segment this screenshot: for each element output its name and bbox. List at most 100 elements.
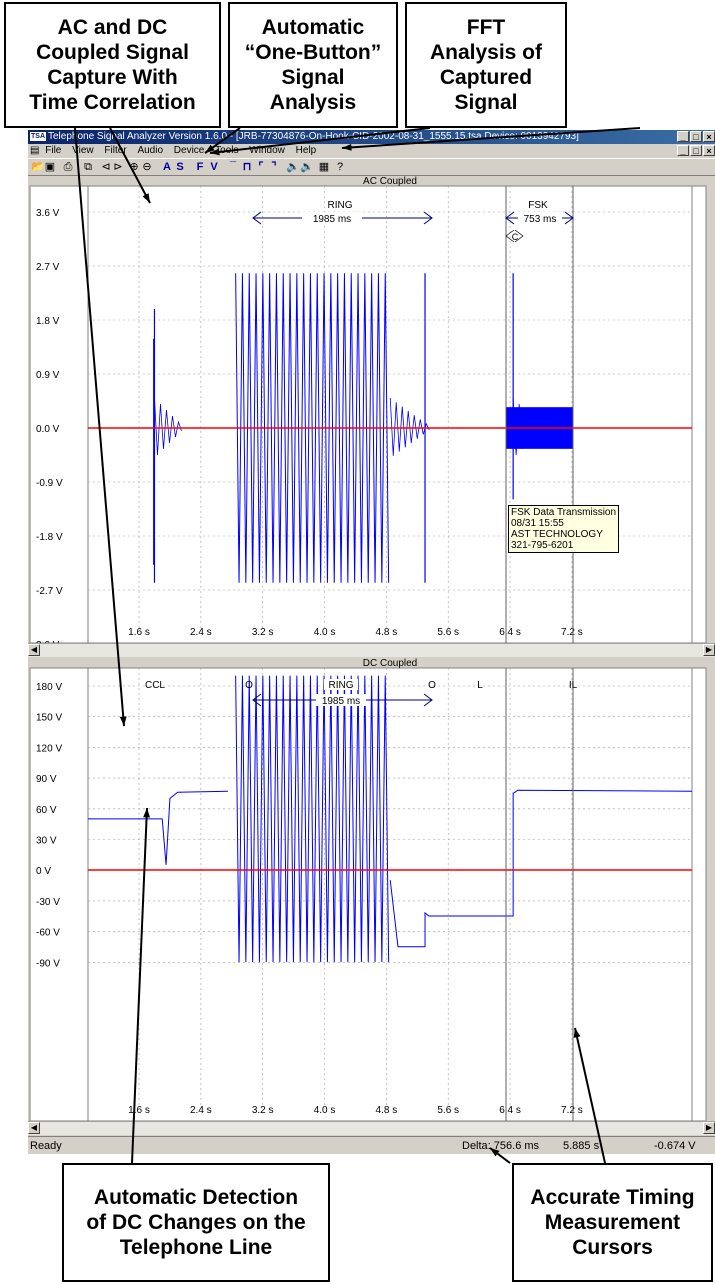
- app-logo-icon: TSA: [30, 132, 46, 141]
- dc-event-ccl: CCL: [145, 680, 165, 691]
- dc-trace-post-ring: [389, 789, 693, 948]
- status-delta: Delta: 756.6 ms: [462, 1140, 540, 1152]
- arrow-to-fft-buttons-head-icon: [210, 148, 220, 156]
- speaker-icon[interactable]: 🔈: [286, 161, 300, 173]
- ac-ring-label: RING: [328, 200, 353, 211]
- dc-y-tick-label: 30 V: [36, 836, 57, 847]
- dc-y-tick-label: -30 V: [36, 897, 60, 908]
- ac-y-tick-label: -2.7 V: [36, 586, 63, 597]
- arrow-to-dc-change-head-icon: [143, 808, 151, 818]
- ac-trace-ringing: [154, 397, 182, 456]
- arrow-to-delta-readout-head-icon: [490, 1148, 500, 1157]
- scroll-right-icon[interactable]: ⊳: [113, 161, 123, 173]
- dc-x-tick-label: 7.2 s: [561, 1105, 583, 1116]
- zoom-out-icon[interactable]: ⊖: [142, 161, 152, 173]
- dc-y-tick-label: 0 V: [36, 866, 51, 877]
- callout-dc-detection: Automatic Detection of DC Changes on the…: [62, 1163, 330, 1282]
- rising-edge-icon[interactable]: ⌝: [271, 161, 277, 173]
- document-icon[interactable]: ▤: [30, 145, 40, 156]
- arrow-to-dc-change: [131, 807, 148, 1164]
- analysis-s-button[interactable]: S: [176, 161, 184, 173]
- dc-trace-ring-burst: [235, 675, 390, 963]
- dc-x-tick-label: 4.0 s: [314, 1105, 336, 1116]
- menu-view[interactable]: View: [72, 145, 94, 156]
- ac-x-tick-label: 2.4 s: [190, 627, 212, 638]
- speaker-volume-icon[interactable]: 🔉: [300, 161, 314, 173]
- export-icon[interactable]: ▦: [318, 161, 330, 173]
- scroll-left-arrow-icon[interactable]: ◀: [28, 1122, 40, 1134]
- dc-horizontal-scrollbar[interactable]: ◀ ▶: [28, 1121, 715, 1135]
- dc-x-tick-label: 2.4 s: [190, 1105, 212, 1116]
- minimize-button[interactable]: _: [677, 131, 689, 142]
- ac-x-tick-label: 6.4 s: [499, 627, 521, 638]
- window-title: Telephone Signal Analyzer Version 1.6.0 …: [48, 131, 579, 142]
- ac-ring-left-arrow-icon: [252, 211, 262, 225]
- dc-ring-left-arrow-icon: [252, 693, 262, 707]
- callout-ac-dc-capture: AC and DC Coupled Signal Capture With Ti…: [4, 2, 221, 128]
- menu-device[interactable]: Device: [173, 145, 205, 156]
- arrow-to-export-button-head-icon: [342, 143, 352, 151]
- ac-coupled-pane: AC Coupled 3.6 V 2.7 V 1.8 V 0.9 V 0.0 V -0.9…: [28, 176, 715, 657]
- menu-window[interactable]: Window: [249, 145, 285, 156]
- dc-event-l: L: [477, 680, 483, 691]
- tooltip-line: 321-795-6201: [511, 540, 574, 551]
- edge-high-icon[interactable]: ¯: [229, 161, 237, 173]
- ac-ring-duration: 1985 ms: [313, 214, 351, 225]
- scroll-left-icon[interactable]: ⊲: [101, 161, 111, 173]
- tooltip-line: AST TECHNOLOGY: [511, 529, 603, 540]
- document-window-controls: _ □ ×: [676, 145, 715, 156]
- fft-v-button[interactable]: V: [210, 161, 218, 173]
- zoom-in-icon[interactable]: ⊕: [129, 161, 139, 173]
- tooltip-line: 08/31 15:55: [511, 518, 564, 529]
- scroll-left-arrow-icon[interactable]: ◀: [28, 644, 40, 656]
- dc-trace-pre-ring: [88, 790, 228, 865]
- ac-x-tick-label: 7.2 s: [561, 627, 583, 638]
- doc-minimize-button[interactable]: _: [677, 145, 689, 156]
- ac-y-tick-label: 1.8 V: [36, 316, 60, 327]
- scroll-right-arrow-icon[interactable]: ▶: [703, 1122, 715, 1134]
- ac-fsk-label: FSK: [528, 200, 548, 211]
- callout-fft-analysis: FFT Analysis of Captured Signal: [405, 2, 567, 128]
- dc-event-il: IL: [569, 680, 578, 691]
- print-icon[interactable]: ⎙: [63, 161, 73, 173]
- ac-x-tick-label: 3.2 s: [252, 627, 274, 638]
- ac-y-tick-label: 3.6 V: [36, 208, 60, 219]
- callout-timing-cursors: Accurate Timing Measurement Cursors: [512, 1163, 713, 1282]
- ac-x-tick-label: 1.6 s: [128, 627, 150, 638]
- restore-button[interactable]: □: [690, 131, 702, 142]
- dc-x-tick-label: 5.6 s: [437, 1105, 459, 1116]
- save-icon[interactable]: ▣: [44, 161, 56, 173]
- dc-x-tick-label: 1.6 s: [128, 1105, 150, 1116]
- arrow-to-dc-pane-head-icon: [119, 716, 127, 726]
- arrow-to-timing-cursor: [574, 1027, 606, 1164]
- arrow-to-export-button: [341, 127, 641, 149]
- ac-fsk-right-arrow-icon: [564, 211, 574, 225]
- dc-y-tick-label: -90 V: [36, 958, 60, 969]
- copy-icon[interactable]: ⧉: [84, 161, 92, 173]
- cursor-marker-label: C: [512, 232, 519, 242]
- dc-pane-title: DC Coupled: [363, 658, 417, 669]
- status-time: 5.885 s: [563, 1140, 600, 1152]
- dc-event-o1: O: [245, 680, 253, 691]
- arrow-to-analysis-buttons-head-icon: [205, 144, 215, 153]
- menu-audio[interactable]: Audio: [137, 145, 164, 156]
- arrow-to-timing-cursor-head-icon: [573, 1028, 581, 1038]
- doc-restore-button[interactable]: □: [690, 145, 702, 156]
- dc-y-tick-label: 120 V: [36, 743, 62, 754]
- falling-edge-icon[interactable]: ⌜: [258, 161, 264, 173]
- open-icon[interactable]: 📂: [31, 161, 45, 173]
- pulse-icon[interactable]: ⊓: [242, 161, 252, 173]
- menu-filter[interactable]: Filter: [104, 145, 127, 156]
- ac-fsk-left-arrow-icon: [505, 211, 515, 225]
- menu-file[interactable]: File: [45, 145, 62, 156]
- ac-y-tick-label: 0.0 V: [36, 424, 60, 435]
- fft-f-button[interactable]: F: [196, 161, 204, 173]
- status-voltage: -0.674 V: [654, 1140, 696, 1152]
- ac-x-tick-label: 4.0 s: [314, 627, 336, 638]
- ac-horizontal-scrollbar[interactable]: ◀ ▶: [28, 643, 715, 657]
- help-icon[interactable]: ?: [336, 161, 344, 173]
- dc-ring-right-arrow-icon: [423, 693, 433, 707]
- menu-help[interactable]: Help: [295, 145, 317, 156]
- analysis-a-button[interactable]: A: [163, 161, 171, 173]
- ac-pane-title: AC Coupled: [363, 176, 417, 187]
